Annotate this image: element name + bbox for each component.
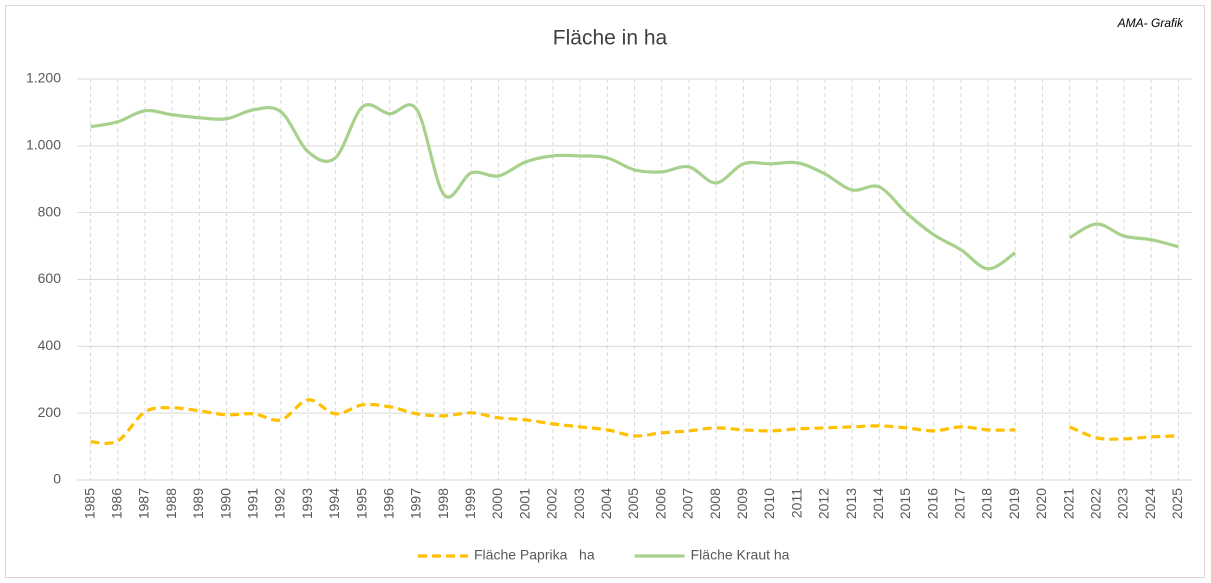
x-tick-label: 2012 [816, 488, 832, 519]
chart-frame [5, 5, 1205, 578]
chart-title: Fläche in ha [553, 27, 668, 50]
x-tick-label: 1990 [217, 488, 233, 519]
x-tick-label: 2001 [516, 488, 532, 519]
y-tick-label: 400 [38, 337, 62, 353]
x-tick-label: 2025 [1169, 488, 1185, 519]
x-tick-label: 2023 [1115, 488, 1131, 519]
y-tick-label: 600 [38, 270, 62, 286]
x-tick-label: 2013 [843, 488, 859, 519]
x-tick-label: 1993 [299, 488, 315, 519]
x-tick-label: 2011 [788, 488, 804, 518]
x-tick-label: 2003 [571, 488, 587, 519]
x-tick-label: 1985 [81, 488, 97, 519]
y-tick-label: 1.000 [26, 137, 61, 153]
x-tick-label: 1994 [326, 488, 342, 519]
x-tick-label: 2019 [1006, 488, 1022, 519]
x-tick-label: 2008 [707, 488, 723, 519]
x-tick-label: 1988 [163, 488, 179, 519]
x-tick-label: 1992 [272, 488, 288, 519]
x-tick-label: 2017 [952, 488, 968, 519]
x-tick-label: 1995 [353, 488, 369, 519]
x-tick-label: 2005 [625, 488, 641, 519]
x-tick-label: 2006 [652, 488, 668, 519]
y-tick-label: 200 [38, 404, 62, 420]
x-tick-label: 2009 [734, 488, 750, 519]
x-tick-label: 2021 [1060, 488, 1076, 519]
y-tick-label: 0 [53, 471, 61, 487]
x-tick-label: 2015 [897, 488, 913, 519]
x-tick-label: 2018 [979, 488, 995, 519]
x-tick-label: 2020 [1033, 488, 1049, 519]
x-tick-label: 1987 [136, 488, 152, 519]
x-tick-label: 2004 [598, 488, 614, 519]
x-tick-label: 1997 [408, 488, 424, 519]
y-tick-label: 1.200 [26, 70, 61, 86]
x-tick-label: 1989 [190, 488, 206, 519]
x-tick-label: 2007 [680, 488, 696, 519]
series-line [90, 398, 1179, 445]
x-tick-label: 2002 [544, 488, 560, 519]
x-tick-label: 1998 [435, 488, 451, 519]
legend-label: Fläche Paprika ha [474, 547, 595, 563]
x-tick-label: 2014 [870, 488, 886, 519]
x-tick-label: 2022 [1088, 488, 1104, 519]
annotation: AMA- Grafik [1117, 16, 1184, 30]
x-tick-label: 1999 [462, 488, 478, 519]
x-tick-label: 2010 [761, 488, 777, 519]
x-tick-label: 2024 [1142, 488, 1158, 519]
x-tick-label: 1996 [380, 488, 396, 519]
series-line [90, 103, 1179, 271]
x-tick-label: 1991 [244, 488, 260, 519]
x-tick-label: 2016 [924, 488, 940, 519]
y-tick-label: 800 [38, 203, 62, 219]
x-tick-label: 1986 [108, 488, 124, 519]
x-tick-label: 2000 [489, 488, 505, 519]
legend-label: Fläche Kraut ha [691, 547, 790, 563]
